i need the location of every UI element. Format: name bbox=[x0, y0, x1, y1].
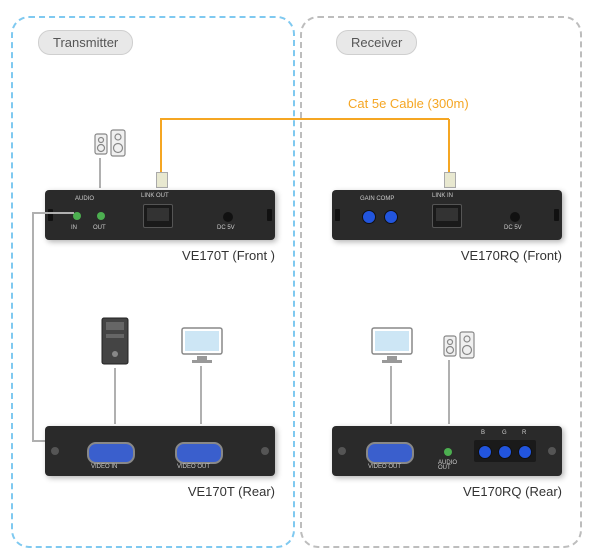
receiver-badge: Receiver bbox=[336, 30, 417, 55]
ve170rq-rear-label: VE170RQ (Rear) bbox=[417, 484, 562, 499]
ve170t-rear: VIDEO IN VIDEO OUT bbox=[45, 426, 275, 476]
speakers-icon bbox=[93, 128, 127, 158]
dc-jack-rx bbox=[510, 212, 520, 222]
loop-wire-v bbox=[32, 212, 34, 442]
r-pot bbox=[518, 445, 532, 459]
b-pot bbox=[478, 445, 492, 459]
link-out-port bbox=[143, 204, 173, 228]
ve170rq-rear: VIDEO OUT AUDIOOUT B G R bbox=[332, 426, 562, 476]
audio-out-jack-rx bbox=[444, 448, 452, 456]
pc-wire bbox=[114, 368, 116, 424]
transmitter-badge: Transmitter bbox=[38, 30, 133, 55]
ve170rq-front-label: VE170RQ (Front) bbox=[417, 248, 562, 263]
monitor-wire-rx bbox=[390, 366, 392, 424]
ve170t-front-label: VE170T (Front ) bbox=[130, 248, 275, 263]
monitor-icon-rx bbox=[370, 326, 414, 366]
ve170rq-front: GAIN COMP LINK IN DC 5V bbox=[332, 190, 562, 240]
video-out-port-tx bbox=[175, 442, 223, 464]
speaker-wire-rx bbox=[448, 360, 450, 424]
video-out-port-rx bbox=[366, 442, 414, 464]
dc-jack-tx bbox=[223, 212, 233, 222]
ve170t-front: AUDIO IN OUT LINK OUT DC 5V bbox=[45, 190, 275, 240]
comp-pot bbox=[384, 210, 398, 224]
cable-label: Cat 5e Cable (300m) bbox=[348, 96, 469, 111]
speaker-wire-tx bbox=[99, 158, 101, 188]
monitor-icon bbox=[180, 326, 224, 366]
g-pot bbox=[498, 445, 512, 459]
speakers-icon-rx bbox=[442, 330, 476, 360]
monitor-wire-tx bbox=[200, 366, 202, 424]
loop-wire bbox=[32, 212, 74, 214]
ve170t-rear-label: VE170T (Rear) bbox=[130, 484, 275, 499]
video-in-port bbox=[87, 442, 135, 464]
gain-pot bbox=[362, 210, 376, 224]
rj45-plug-rx bbox=[444, 172, 456, 188]
link-in-port bbox=[432, 204, 462, 228]
audio-in-jack bbox=[73, 212, 81, 220]
rj45-plug-tx bbox=[156, 172, 168, 188]
audio-out-jack bbox=[97, 212, 105, 220]
desktop-pc-icon bbox=[100, 316, 130, 368]
